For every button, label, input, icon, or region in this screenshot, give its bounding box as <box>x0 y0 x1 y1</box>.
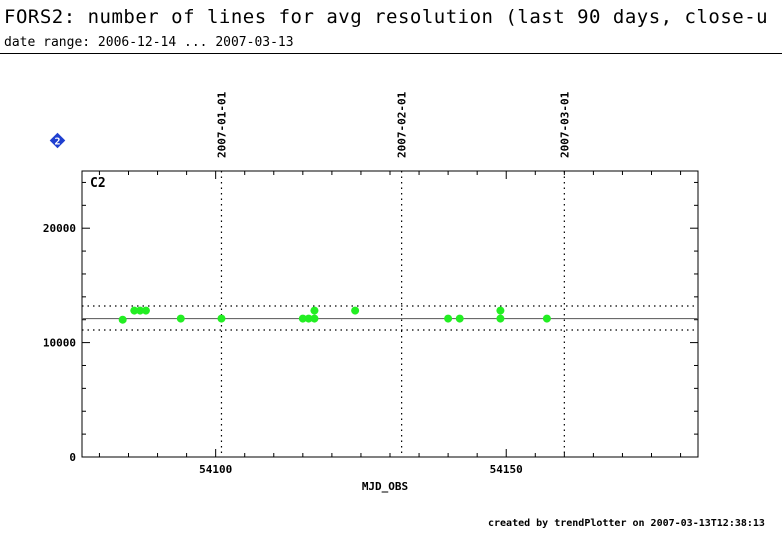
data-point <box>176 314 185 323</box>
data-point <box>141 306 150 315</box>
data-point <box>310 306 319 315</box>
data-point <box>118 315 127 324</box>
y-tick-label: 20000 <box>43 222 76 235</box>
data-point <box>444 314 453 323</box>
data-point <box>304 314 313 323</box>
data-point <box>351 306 360 315</box>
date-marker-label: 2007-03-01 <box>558 91 571 158</box>
data-point <box>455 314 464 323</box>
data-point <box>496 314 505 323</box>
panel-label: C2 <box>90 176 106 191</box>
page-title: FORS2: number of lines for avg resolutio… <box>4 6 769 28</box>
data-point <box>130 306 139 315</box>
data-point <box>310 314 319 323</box>
badge-label: 2 <box>54 137 60 148</box>
data-point <box>217 314 226 323</box>
date-marker-label: 2007-02-01 <box>396 91 409 158</box>
y-tick-label: 10000 <box>43 337 76 350</box>
info-badge[interactable]: 2 <box>49 132 66 149</box>
data-point <box>496 306 505 315</box>
badge-diamond-icon <box>49 132 66 149</box>
y-tick-label: 0 <box>69 451 76 464</box>
x-tick-label: 54150 <box>490 463 523 476</box>
x-tick-label: 54100 <box>199 463 232 476</box>
data-point <box>542 314 551 323</box>
header-divider <box>0 53 782 54</box>
date-range-subtitle: date range: 2006-12-14 ... 2007-03-13 <box>4 35 294 50</box>
data-point <box>136 306 145 315</box>
plot-frame <box>81 170 699 458</box>
footer-credit: created by trendPlotter on 2007-03-13T12… <box>488 518 765 529</box>
x-axis-label: MJD_OBS <box>362 480 408 493</box>
date-marker-label: 2007-01-01 <box>215 91 228 158</box>
data-point <box>298 314 307 323</box>
